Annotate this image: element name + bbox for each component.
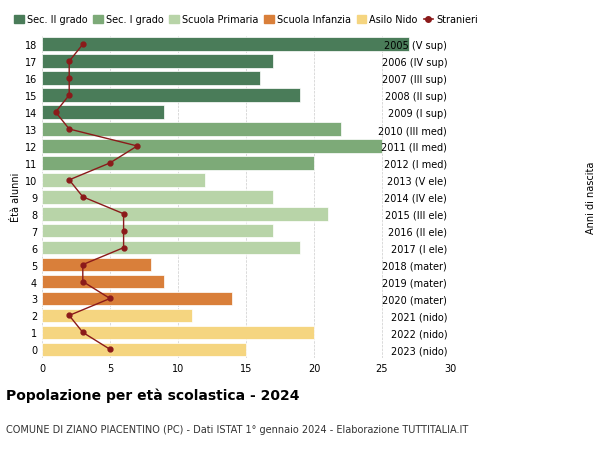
Bar [42, 157, 314, 170]
Bar [42, 72, 260, 86]
Bar [42, 140, 382, 153]
Text: Anni di nascita: Anni di nascita [586, 161, 596, 234]
Bar [42, 224, 273, 238]
Y-axis label: Étà alunni: Étà alunni [11, 173, 20, 222]
Text: COMUNE DI ZIANO PIACENTINO (PC) - Dati ISTAT 1° gennaio 2024 - Elaborazione TUTT: COMUNE DI ZIANO PIACENTINO (PC) - Dati I… [6, 425, 468, 435]
Bar [42, 56, 273, 69]
Legend: Sec. II grado, Sec. I grado, Scuola Primaria, Scuola Infanzia, Asilo Nido, Stran: Sec. II grado, Sec. I grado, Scuola Prim… [14, 16, 478, 25]
Bar [42, 106, 164, 120]
Bar [42, 343, 246, 356]
Bar [42, 292, 232, 306]
Bar [42, 39, 409, 52]
Bar [42, 123, 341, 136]
Bar [42, 326, 314, 339]
Bar [42, 309, 191, 323]
Bar [42, 275, 164, 289]
Text: Popolazione per età scolastica - 2024: Popolazione per età scolastica - 2024 [6, 388, 299, 403]
Bar [42, 207, 328, 221]
Bar [42, 174, 205, 187]
Bar [42, 89, 301, 103]
Bar [42, 258, 151, 272]
Bar [42, 241, 301, 255]
Bar [42, 190, 273, 204]
